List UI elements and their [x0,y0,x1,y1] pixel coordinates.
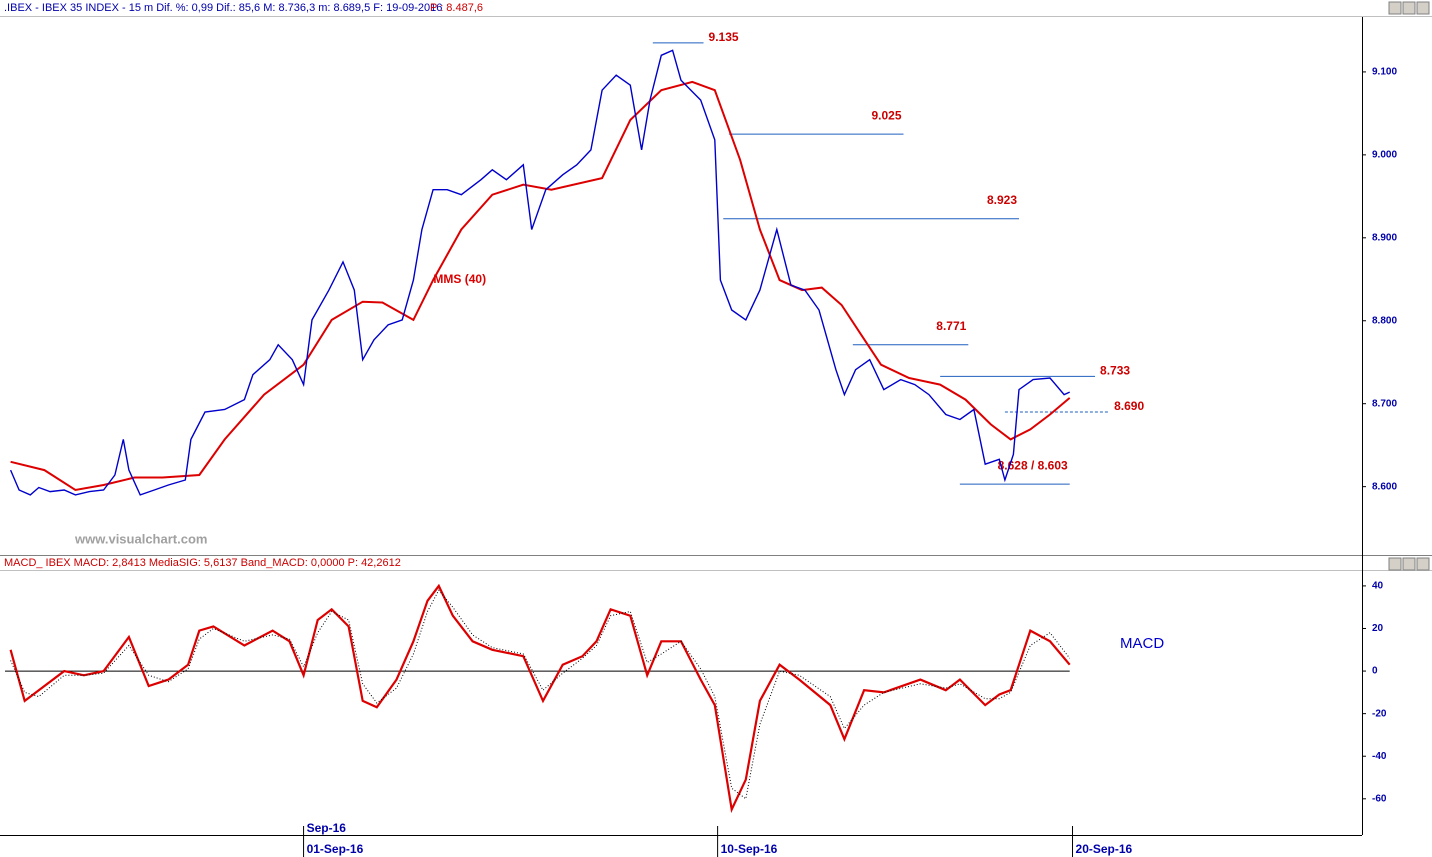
window-buttons [1388,1,1430,571]
level-label: 8.733 [1100,363,1130,377]
y-tick-label: 20 [1372,623,1384,634]
series-label: MACD [1120,635,1164,652]
price-header: .IBEX - IBEX 35 INDEX - 15 m Dif. %: 0,9… [4,2,442,14]
month-label: Sep-16 [307,821,347,835]
price-line [9,49,1070,496]
y-tick-label: 9.000 [1372,150,1397,161]
y-tick-label: -60 [1372,793,1387,804]
y-tick-label: 8.900 [1372,232,1397,243]
level-label: 9.135 [709,30,739,44]
y-tick-label: 8.600 [1372,481,1397,492]
y-tick-label: 8.700 [1372,398,1397,409]
macd-header: MACD_ IBEX MACD: 2,8413 MediaSIG: 5,6137… [4,557,401,569]
button[interactable] [1416,557,1430,571]
button[interactable] [1402,557,1416,571]
watermark: www.visualchart.com [74,531,207,546]
y-tick-label: -40 [1372,751,1387,762]
price-last: P : 8.487,6 [430,2,483,14]
y-tick-label: 8.800 [1372,315,1397,326]
button[interactable] [1388,557,1402,571]
level-label: 8.628 / 8.603 [998,458,1068,472]
button[interactable] [1388,1,1402,15]
y-tick-label: -20 [1372,708,1387,719]
macd-line [9,583,1071,814]
level-label: 8.771 [936,319,966,333]
button[interactable] [1402,1,1416,15]
average-label: MMS (40) [433,272,486,286]
level-label: 9.025 [871,108,901,122]
y-tick-label: 0 [1372,666,1378,677]
signal-line [10,589,1071,800]
y-tick-label: 40 [1372,581,1384,592]
button[interactable] [1416,1,1430,15]
x-tick-label: 20-Sep-16 [1076,842,1133,856]
level-label: 8.690 [1114,399,1144,413]
level-label: 8.923 [987,193,1017,207]
x-tick-label: 10-Sep-16 [721,842,778,856]
y-tick-label: 9.100 [1372,67,1397,78]
moving-average [10,80,1071,492]
x-tick-label: 01-Sep-16 [307,842,364,856]
